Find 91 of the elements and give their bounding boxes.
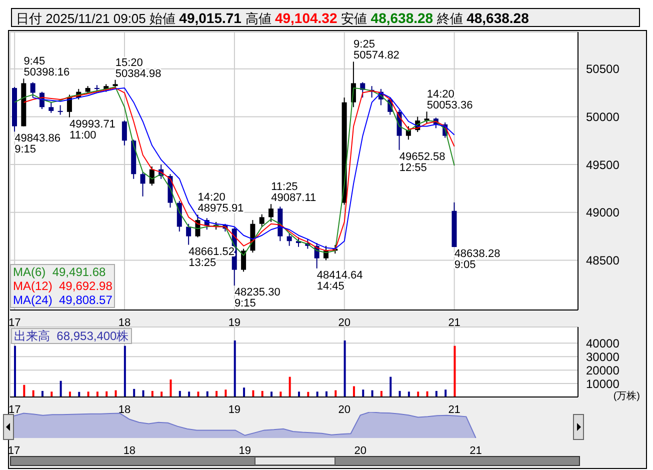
candlestick — [406, 126, 411, 140]
bar — [160, 392, 163, 397]
bar — [178, 390, 181, 397]
candlestick — [66, 94, 72, 118]
candlestick — [122, 120, 127, 146]
bar — [280, 392, 282, 397]
bar — [352, 386, 355, 397]
x-tick-label: 17 — [8, 404, 21, 416]
bar — [216, 390, 218, 397]
x-tick-label: 18 — [118, 404, 131, 416]
x-tick-label: 18 — [118, 316, 131, 329]
text: 48638.28 9:05 — [454, 248, 500, 272]
bar — [224, 390, 227, 397]
text: 48235.30 9:15 — [234, 286, 280, 310]
text: 9:25 50574.82 — [354, 38, 400, 62]
bar — [124, 346, 126, 397]
chart-title: 出来高 68,953,400株 — [11, 328, 132, 344]
x-tick-label: 21 — [470, 444, 482, 457]
text: 15:20 50384.98 — [115, 56, 162, 80]
y-tick-label: 50500 — [586, 62, 620, 76]
text: 49843.86 9:15 — [14, 132, 60, 156]
bar — [344, 340, 346, 397]
bar — [362, 390, 364, 397]
x-tick-label: 21 — [448, 404, 460, 416]
text: 14:20 50053.36 — [426, 88, 473, 112]
bar — [234, 340, 236, 397]
y-tick-label: 30000 — [586, 350, 620, 364]
bar — [60, 380, 62, 397]
bar — [133, 388, 136, 397]
x-tick-label: 19 — [228, 404, 241, 416]
chart-title: 日付 2025/11/21 09:05 始値 49,015.71 高値 49,104.32 安値 48,638.28 終値 48,638.28 — [16, 10, 529, 26]
bar — [243, 388, 246, 397]
y-tick-label: 10000 — [586, 376, 620, 391]
bar — [87, 392, 90, 397]
y-tick-label: 50000 — [586, 110, 620, 124]
bar — [398, 390, 401, 397]
candlestick — [140, 172, 146, 197]
y-tick-label: 20000 — [586, 363, 620, 378]
text: 49652.58 12:55 — [399, 150, 446, 174]
y-tick-label: 40000 — [586, 336, 620, 350]
candlestick — [241, 248, 246, 272]
bar — [50, 392, 53, 397]
bar — [380, 390, 382, 397]
y-axis-title: (万株) — [613, 390, 640, 402]
bar — [68, 392, 71, 397]
y-tick-label: 49500 — [586, 158, 620, 172]
candlestick — [48, 102, 54, 114]
bar — [316, 392, 318, 397]
bar — [41, 390, 44, 397]
bar — [288, 376, 291, 397]
bar — [454, 346, 456, 397]
candlestick — [30, 82, 36, 98]
text: MA(12) 49,692.98 — [13, 279, 112, 293]
candlestick — [259, 214, 264, 228]
text: 11:25 49087.11 — [271, 181, 316, 204]
text: MA(6) 49,491.68 — [13, 265, 107, 279]
x-tick-label: 20 — [338, 316, 351, 329]
bar — [170, 380, 172, 397]
bar — [390, 376, 392, 397]
bar — [408, 392, 410, 397]
bar — [298, 392, 300, 397]
text: MA(24) 49,808.57 — [13, 293, 112, 307]
bar — [188, 392, 190, 397]
y-tick-label: 48500 — [586, 254, 620, 268]
candlestick — [186, 223, 192, 246]
bar — [270, 392, 273, 397]
bar — [96, 392, 98, 397]
x-tick-label: 20 — [354, 444, 366, 457]
bar — [417, 392, 420, 397]
y-tick-label: 49000 — [586, 206, 620, 220]
text: 14:20 48975.91 — [198, 192, 244, 215]
bar — [151, 390, 154, 397]
bar — [261, 390, 264, 397]
text: 49993.71 11:00 — [70, 118, 116, 142]
x-tick-label: 21 — [448, 316, 460, 329]
x-tick-label: 17 — [8, 316, 21, 329]
x-tick-label: 20 — [338, 404, 351, 416]
x-tick-label: 19 — [238, 444, 252, 457]
bar — [435, 390, 438, 397]
candlestick — [268, 204, 274, 222]
x-tick-label: 17 — [8, 444, 20, 457]
bar — [23, 384, 26, 397]
x-tick-label: 19 — [228, 316, 241, 329]
x-tick-label: 18 — [123, 444, 136, 457]
bar — [197, 392, 200, 397]
candlestick — [286, 232, 292, 246]
candlestick — [58, 104, 63, 116]
bar — [14, 346, 16, 397]
text: 9:45 50398.16 — [24, 56, 70, 79]
bar — [444, 390, 447, 397]
text: 48414.64 14:45 — [316, 269, 363, 292]
